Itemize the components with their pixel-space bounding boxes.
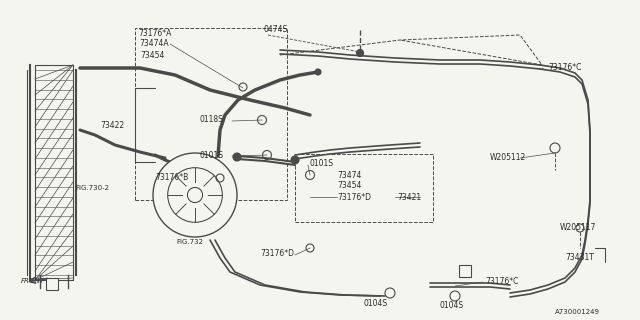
Text: 73176*C: 73176*C [548, 63, 581, 73]
Circle shape [233, 153, 241, 161]
Bar [35, 65, 73, 280]
Text: 0474S: 0474S [263, 26, 287, 35]
Text: A: A [50, 281, 54, 287]
Text: 0104S: 0104S [363, 300, 387, 308]
Text: A730001249: A730001249 [555, 309, 600, 315]
Text: 73176*D: 73176*D [260, 249, 294, 258]
Text: 73176*B: 73176*B [155, 173, 188, 182]
Text: 73176*D: 73176*D [337, 193, 371, 202]
Circle shape [356, 50, 364, 57]
Text: 73431T: 73431T [565, 253, 594, 262]
Circle shape [188, 188, 202, 203]
Text: 0118S: 0118S [200, 116, 224, 124]
Bar [135, 28, 287, 200]
Text: A: A [463, 268, 467, 274]
Text: 73421: 73421 [397, 193, 421, 202]
Text: 73474A: 73474A [139, 39, 168, 49]
Bar [459, 265, 471, 277]
Circle shape [291, 156, 299, 164]
Text: 0101S: 0101S [310, 158, 334, 167]
Circle shape [153, 153, 237, 237]
Text: 73454: 73454 [140, 51, 164, 60]
Text: W205117: W205117 [560, 223, 596, 233]
Text: 73422: 73422 [100, 121, 124, 130]
Bar [46, 278, 58, 290]
Text: W205112: W205112 [490, 154, 526, 163]
Text: FIG.732: FIG.732 [177, 239, 204, 245]
Text: FIG.730-2: FIG.730-2 [75, 185, 109, 191]
Text: 0101S: 0101S [200, 150, 224, 159]
Bar [295, 154, 433, 222]
Text: 73454: 73454 [337, 180, 362, 189]
Text: 73176*C: 73176*C [485, 276, 518, 285]
Text: 73474: 73474 [337, 171, 362, 180]
Text: 73176*A: 73176*A [138, 28, 172, 37]
Circle shape [315, 69, 321, 75]
Text: 0104S: 0104S [440, 301, 464, 310]
Text: FRONT: FRONT [21, 278, 45, 284]
